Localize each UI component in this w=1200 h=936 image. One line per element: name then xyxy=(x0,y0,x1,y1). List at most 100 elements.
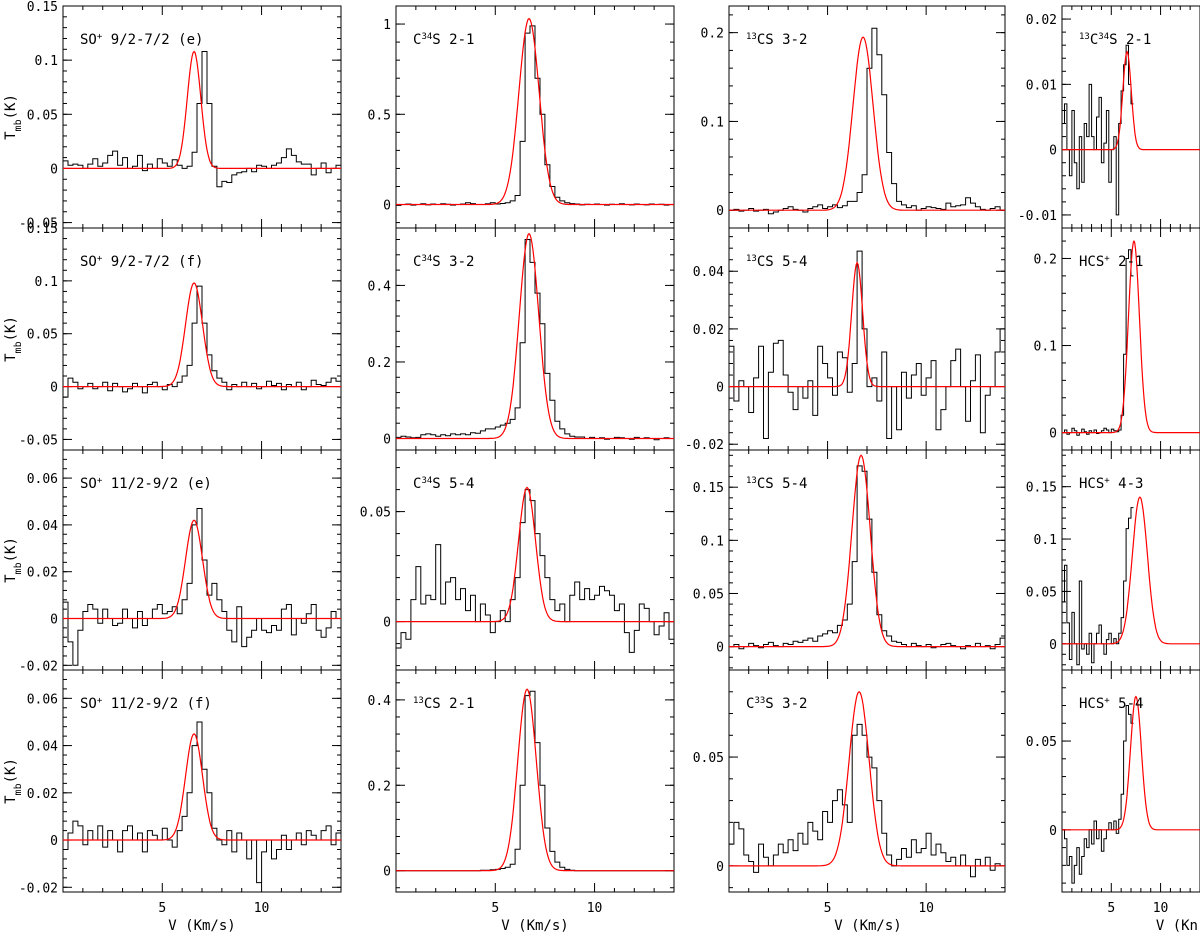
y-tick-label: 0.04 xyxy=(693,265,724,280)
y-tick-label: 0.15 xyxy=(27,0,58,15)
gaussian-fit xyxy=(63,282,341,388)
y-tick-label: -0.02 xyxy=(685,438,724,453)
y-tick-label: 0 xyxy=(716,381,724,396)
y-tick-label: 0.1 xyxy=(35,54,58,69)
y-tick-label: 0.02 xyxy=(27,787,58,802)
panel-title: HCS+ 5-4 xyxy=(1079,696,1143,712)
y-tick-label: -0.02 xyxy=(19,659,58,674)
gaussian-fit xyxy=(396,486,674,623)
y-tick-label: 0.05 xyxy=(27,108,58,123)
panel-title: 13C34S 2-1 xyxy=(1079,32,1151,48)
y-tick-label: 0 xyxy=(383,199,391,214)
y-tick-label: 0.06 xyxy=(27,472,58,487)
y-tick-label: 0.1 xyxy=(1034,533,1057,548)
y-tick-label: 0.1 xyxy=(1034,340,1057,355)
y-tick-label: 0.02 xyxy=(1026,13,1057,28)
observed-spectrum xyxy=(63,508,341,666)
y-axis-label: Tmb(K) xyxy=(3,94,24,140)
gaussian-fit xyxy=(396,232,674,440)
gaussian-fit xyxy=(729,36,1005,211)
y-tick-label: 0 xyxy=(1049,144,1057,159)
y-tick-label: 0.1 xyxy=(701,534,724,549)
gaussian-fit xyxy=(729,454,1005,648)
panel-title: 13CS 3-2 xyxy=(746,32,807,48)
gaussian-fit xyxy=(1062,496,1200,645)
panel-0-0: -0.05 0 0.05 0.1 0.15 SO+ 9/2-7/2 (e) Tmb(K) xyxy=(3,0,342,232)
y-tick-label: 0.05 xyxy=(360,506,391,521)
panel-title: C34S 5-4 xyxy=(413,476,474,492)
observed-spectrum xyxy=(729,723,1005,878)
y-tick-label: 0.04 xyxy=(27,740,58,755)
y-tick-label: 0 xyxy=(383,865,391,880)
y-tick-label: 0.2 xyxy=(701,27,724,42)
y-tick-label: 0.04 xyxy=(27,519,58,534)
y-axis-label: Tmb(K) xyxy=(3,758,24,804)
x-tick-label: 10 xyxy=(587,901,603,916)
y-tick-label: 0.01 xyxy=(1026,78,1057,93)
y-tick-label: 0.05 xyxy=(27,328,58,343)
y-tick-label: 0.1 xyxy=(35,275,58,290)
y-tick-label: 0.15 xyxy=(693,481,724,496)
panel-title: SO+ 11/2-9/2 (f) xyxy=(80,696,212,712)
y-tick-label: 0.06 xyxy=(27,692,58,707)
panel-title: SO+ 9/2-7/2 (e) xyxy=(80,32,203,48)
panel-1-1: 0 0.2 0.4 C34S 3-2 xyxy=(368,227,675,451)
panel-title: C34S 2-1 xyxy=(413,32,474,48)
panel-3-1: 0 0.2 0.4 5 10 13CS 2-1 xyxy=(368,669,675,916)
y-tick-label: -0.05 xyxy=(19,217,58,232)
panel-3-0: -0.02 0 0.02 0.04 0.06 5 10 SO+ 11/2-9/2 (f) Tmb… xyxy=(3,669,342,916)
observed-spectrum xyxy=(729,27,1005,215)
observed-spectrum xyxy=(63,51,341,188)
y-tick-label: 0 xyxy=(50,834,58,849)
x-axis-label-col2: V (Km/s) xyxy=(501,918,568,934)
gaussian-fit xyxy=(729,261,1005,388)
y-axis-label: Tmb(K) xyxy=(3,316,24,362)
y-tick-label: -0.02 xyxy=(19,881,58,896)
panel-0-1: 0 0.5 1 C34S 2-1 xyxy=(368,5,675,229)
gaussian-fit xyxy=(1062,695,1200,831)
x-tick-label: 5 xyxy=(1107,901,1115,916)
y-tick-label: 0.5 xyxy=(368,108,391,123)
panel-3-2: 0 0.05 5 10 C33S 3-2 xyxy=(693,669,1006,916)
observed-spectrum xyxy=(63,285,341,398)
y-tick-label: 0.05 xyxy=(1026,585,1057,600)
panel-1-2: -0.02 0 0.02 0.04 13CS 5-4 xyxy=(685,227,1006,453)
y-tick-label: 0 xyxy=(50,613,58,628)
x-tick-label: 10 xyxy=(918,901,934,916)
panel-title: SO+ 9/2-7/2 (f) xyxy=(80,254,203,270)
y-tick-label: 0 xyxy=(383,433,391,448)
panel-title: 13CS 5-4 xyxy=(746,254,807,270)
x-axis-label-col1: V (Km/s) xyxy=(168,918,235,934)
y-tick-label: 0 xyxy=(1049,638,1057,653)
panel-title: SO+ 11/2-9/2 (e) xyxy=(80,476,212,492)
y-tick-label: 0.05 xyxy=(693,587,724,602)
gaussian-fit xyxy=(63,733,341,841)
panel-title: 13CS 2-1 xyxy=(413,696,474,712)
y-tick-label: 0 xyxy=(1049,427,1057,442)
y-tick-label: 0.1 xyxy=(701,115,724,130)
y-tick-label: 0.02 xyxy=(693,323,724,338)
x-tick-label: 5 xyxy=(824,901,832,916)
panel-title: C33S 3-2 xyxy=(746,696,807,712)
observed-spectrum xyxy=(1062,705,1134,884)
y-tick-label: 0 xyxy=(716,641,724,656)
observed-spectrum xyxy=(1062,507,1134,666)
y-tick-label: -0.05 xyxy=(19,433,58,448)
gaussian-fit xyxy=(396,688,674,872)
gaussian-fit xyxy=(63,50,341,169)
gaussian-fit xyxy=(396,17,674,206)
x-axis-label-col3: V (Km/s) xyxy=(834,918,901,934)
y-tick-label: 0.15 xyxy=(1026,481,1057,496)
observed-spectrum xyxy=(396,489,674,653)
gaussian-fit xyxy=(63,519,341,620)
panel-title: HCS+ 2-1 xyxy=(1079,254,1143,270)
panel-2-0: -0.02 0 0.02 0.04 0.06 SO+ 11/2-9/2 (e) Tmb(K) xyxy=(3,449,342,674)
y-tick-label: 0.05 xyxy=(693,751,724,766)
panel-0-3: -0.01 0 0.01 0.02 13C34S 2-1 xyxy=(1018,5,1200,229)
y-tick-label: 0.15 xyxy=(27,222,58,237)
observed-spectrum xyxy=(1062,44,1134,216)
observed-spectrum xyxy=(396,690,674,872)
y-axis-label: Tmb(K) xyxy=(3,537,24,583)
